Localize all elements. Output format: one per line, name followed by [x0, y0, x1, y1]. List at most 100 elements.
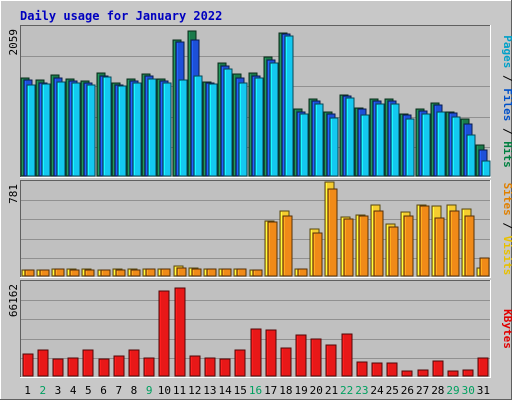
bar-kbytes-day-2 [37, 349, 49, 377]
bar-kbytes-day-23 [356, 361, 368, 377]
bar-kbytes-day-24 [371, 362, 383, 377]
bar-sites-day-26 [403, 215, 414, 277]
bar-sites-day-28 [434, 217, 445, 277]
bar-pages-day-9 [147, 78, 157, 177]
bar-sites-day-6 [100, 269, 111, 277]
panel-middle-legend: Sites / Visits [501, 183, 512, 276]
bar-pages-day-1 [26, 84, 36, 177]
bar-kbytes-day-3 [52, 358, 64, 377]
panel-middle-max-label: 781 [7, 184, 20, 204]
bar-pages-day-28 [436, 111, 446, 177]
bar-sites-day-22 [343, 218, 354, 277]
chart-title: Daily usage for January 2022 [20, 9, 222, 23]
bar-sites-day-8 [130, 269, 141, 277]
panel-middle: 781 Sites / Visits [7, 180, 512, 278]
bar-sites-day-31 [479, 257, 490, 277]
bar-pages-day-6 [102, 76, 112, 177]
bar-pages-day-15 [238, 82, 248, 177]
bar-kbytes-day-26 [401, 370, 413, 377]
x-tick-label: 1 [24, 384, 31, 397]
x-tick-label: 31 [477, 384, 490, 397]
bar-kbytes-day-22 [341, 333, 353, 377]
bar-pages-day-14 [223, 68, 233, 177]
bar-sites-day-7 [115, 269, 126, 277]
bar-pages-day-29 [451, 116, 461, 177]
bar-sites-day-14 [221, 268, 232, 277]
bar-pages-day-31 [481, 160, 491, 177]
bar-pages-day-23 [360, 114, 370, 177]
bar-pages-day-17 [269, 62, 279, 177]
bar-pages-day-13 [208, 83, 218, 177]
bar-sites-day-9 [145, 268, 156, 277]
bar-sites-day-16 [252, 269, 263, 277]
bar-sites-day-23 [358, 215, 369, 277]
bar-kbytes-day-28 [432, 360, 444, 377]
bar-kbytes-day-18 [280, 347, 292, 377]
bar-pages-day-21 [329, 117, 339, 177]
bar-kbytes-day-5 [82, 349, 94, 377]
legend-entry: Files [501, 88, 512, 121]
bar-kbytes-day-25 [386, 362, 398, 377]
legend-entry: / [501, 68, 512, 88]
bar-pages-day-5 [86, 84, 96, 177]
x-tick-label: 25 [386, 384, 399, 397]
bar-pages-day-27 [421, 113, 431, 177]
bar-pages-day-12 [193, 75, 203, 177]
bar-kbytes-day-4 [67, 357, 79, 377]
bar-pages-day-10 [162, 82, 172, 177]
legend-entry: Visits [501, 236, 512, 276]
legend-entry: Pages [501, 35, 512, 68]
bar-pages-day-7 [117, 85, 127, 177]
bar-pages-day-18 [284, 35, 294, 177]
bar-pages-day-30 [466, 134, 476, 177]
bar-kbytes-day-31 [477, 357, 489, 377]
x-tick-label: 22 [340, 384, 353, 397]
bar-pages-day-19 [299, 113, 309, 177]
x-tick-label: 18 [279, 384, 292, 397]
bar-pages-day-26 [405, 118, 415, 177]
bar-sites-day-18 [282, 215, 293, 277]
x-tick-label: 6 [100, 384, 107, 397]
x-tick-label: 15 [234, 384, 247, 397]
bar-sites-day-13 [206, 268, 217, 277]
panel-bottom: 66162 KBytes [7, 280, 512, 378]
bar-sites-day-24 [373, 210, 384, 277]
bar-sites-day-10 [160, 268, 171, 277]
bar-pages-day-25 [390, 103, 400, 177]
legend-entry: / [501, 216, 512, 236]
bar-kbytes-day-27 [417, 369, 429, 377]
bar-kbytes-day-29 [447, 370, 459, 377]
bar-sites-day-12 [191, 268, 202, 277]
x-tick-label: 17 [264, 384, 277, 397]
x-tick-label: 23 [355, 384, 368, 397]
bar-kbytes-day-21 [325, 344, 337, 377]
x-tick-label: 7 [115, 384, 122, 397]
x-tick-label: 27 [416, 384, 429, 397]
bar-pages-day-20 [314, 103, 324, 177]
legend-entry: / [501, 121, 512, 141]
bar-pages-day-22 [345, 97, 355, 177]
bar-pages-day-8 [132, 82, 142, 177]
bar-kbytes-day-17 [265, 329, 277, 377]
x-tick-label: 2 [39, 384, 46, 397]
x-tick-label: 10 [158, 384, 171, 397]
bar-sites-day-15 [236, 268, 247, 277]
bar-kbytes-day-16 [250, 328, 262, 377]
bar-pages-day-24 [375, 103, 385, 177]
x-tick-label: 8 [131, 384, 138, 397]
bar-kbytes-day-13 [204, 357, 216, 377]
legend-entry: Hits [501, 141, 512, 168]
x-tick-label: 19 [294, 384, 307, 397]
bar-pages-day-11 [178, 79, 188, 177]
x-tick-label: 4 [70, 384, 77, 397]
x-tick-label: 20 [310, 384, 323, 397]
x-tick-label: 12 [188, 384, 201, 397]
legend-entry: Sites [501, 183, 512, 216]
bar-kbytes-day-11 [174, 287, 186, 377]
bar-sites-day-17 [267, 221, 278, 277]
bar-pages-day-2 [41, 83, 51, 177]
x-tick-label: 13 [203, 384, 216, 397]
bar-sites-day-5 [84, 269, 95, 277]
x-tick-label: 5 [85, 384, 92, 397]
bar-sites-day-11 [176, 267, 187, 277]
